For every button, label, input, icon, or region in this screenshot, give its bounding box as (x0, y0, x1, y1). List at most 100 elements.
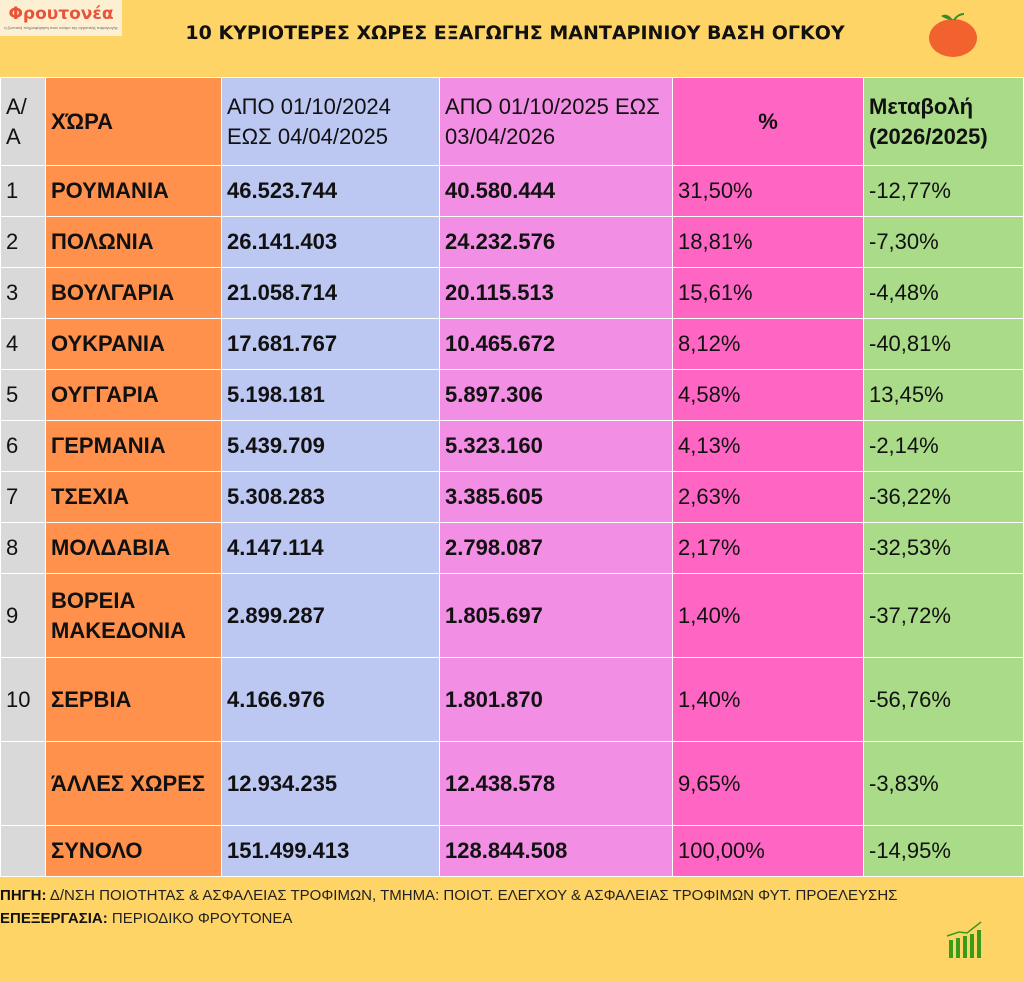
row-volume-2026: 12.438.578 (439, 741, 673, 826)
row-volume-2025: 12.934.235 (221, 741, 440, 826)
row-change: -14,95% (863, 825, 1024, 877)
row-country: ΆΛΛΕΣ ΧΩΡΕΣ (45, 741, 222, 826)
table-row: 4 ΟΥΚΡΑΝΙΑ 17.681.767 10.465.672 8,12% -40,81… (0, 318, 1024, 370)
row-country: ΣΥΝΟΛΟ (45, 825, 222, 877)
row-share-percent: 18,81% (672, 216, 864, 268)
row-index: 2 (0, 216, 46, 268)
table-row: 8 ΜΟΛΔΑΒΙΑ 4.147.114 2.798.087 2,17% -32,53% (0, 522, 1024, 574)
table-header-row: Α/Α ΧΏΡΑ ΑΠΟ 01/10/2024 ΕΩΣ 04/04/2025 Α… (0, 77, 1024, 166)
row-volume-2025: 151.499.413 (221, 825, 440, 877)
row-country: ΤΣΕΧΙΑ (45, 471, 222, 523)
row-share-percent: 9,65% (672, 741, 864, 826)
header-period-2025: ΑΠΟ 01/10/2024 ΕΩΣ 04/04/2025 (221, 77, 440, 166)
row-volume-2025: 5.308.283 (221, 471, 440, 523)
header-period-2026: ΑΠΟ 01/10/2025 ΕΩΣ 03/04/2026 (439, 77, 673, 166)
row-volume-2025: 46.523.744 (221, 165, 440, 217)
row-share-percent: 100,00% (672, 825, 864, 877)
row-change: -12,77% (863, 165, 1024, 217)
row-index: 3 (0, 267, 46, 319)
row-country: ΒΟΡΕΙΑ ΜΑΚΕΔΟΝΙΑ (45, 573, 222, 658)
row-country: ΓΕΡΜΑΝΙΑ (45, 420, 222, 472)
row-volume-2026: 1.801.870 (439, 657, 673, 742)
row-change: -40,81% (863, 318, 1024, 370)
row-volume-2025: 17.681.767 (221, 318, 440, 370)
page-title: 10 ΚΥΡΙΟΤΕΡΕΣ ΧΩΡΕΣ ΕΞΑΓΩΓΗΣ ΜΑΝΤΑΡΙΝΙΟΥ… (185, 22, 845, 44)
row-change: -2,14% (863, 420, 1024, 472)
row-change: 13,45% (863, 369, 1024, 421)
row-index: 9 (0, 573, 46, 658)
row-share-percent: 2,17% (672, 522, 864, 574)
processing-note: ΕΠΕΞΕΡΓΑΣΙΑ: ΠΕΡΙΟΔΙΚΟ ΦΡΟΥΤΟΝΕΑ (0, 907, 930, 930)
row-share-percent: 4,13% (672, 420, 864, 472)
row-share-percent: 2,63% (672, 471, 864, 523)
row-index: 1 (0, 165, 46, 217)
row-volume-2026: 1.805.697 (439, 573, 673, 658)
row-share-percent: 8,12% (672, 318, 864, 370)
row-share-percent: 15,61% (672, 267, 864, 319)
row-volume-2025: 4.166.976 (221, 657, 440, 742)
row-share-percent: 31,50% (672, 165, 864, 217)
row-change: -4,48% (863, 267, 1024, 319)
row-volume-2026: 40.580.444 (439, 165, 673, 217)
row-volume-2026: 24.232.576 (439, 216, 673, 268)
table-row: 10 ΣΕΡΒΙΑ 4.166.976 1.801.870 1,40% -56,76% (0, 657, 1024, 742)
row-index: 7 (0, 471, 46, 523)
table-row: 7 ΤΣΕΧΙΑ 5.308.283 3.385.605 2,63% -36,22% (0, 471, 1024, 523)
total-row: ΣΥΝΟΛΟ 151.499.413 128.844.508 100,00% -14,9… (0, 825, 1024, 877)
logo-brand: Φρουτονέα (8, 4, 114, 24)
processing-label: ΕΠΕΞΕΡΓΑΣΙΑ: (0, 910, 108, 927)
source-text: Δ/ΝΣΗ ΠΟΙΟΤΗΤΑΣ & ΑΣΦΑΛΕΙΑΣ ΤΡΟΦΙΜΩΝ, ΤΜ… (46, 887, 898, 904)
row-country: ΣΕΡΒΙΑ (45, 657, 222, 742)
row-share-percent: 1,40% (672, 657, 864, 742)
row-index (0, 741, 46, 826)
source-label: ΠΗΓΗ: (0, 887, 47, 904)
row-country: ΟΥΓΓΑΡΙΑ (45, 369, 222, 421)
row-volume-2026: 5.897.306 (439, 369, 673, 421)
table-row: 3 ΒΟΥΛΓΑΡΙΑ 21.058.714 20.115.513 15,61% -4,4… (0, 267, 1024, 319)
row-share-percent: 1,40% (672, 573, 864, 658)
row-volume-2026: 2.798.087 (439, 522, 673, 574)
header-change: Μεταβολή (2026/2025) (863, 77, 1024, 166)
row-change: -32,53% (863, 522, 1024, 574)
row-index: 5 (0, 369, 46, 421)
row-change: -7,30% (863, 216, 1024, 268)
row-volume-2026: 20.115.513 (439, 267, 673, 319)
row-change: -3,83% (863, 741, 1024, 826)
tangerine-icon (929, 13, 977, 57)
row-change: -36,22% (863, 471, 1024, 523)
row-volume-2025: 5.439.709 (221, 420, 440, 472)
header-index: Α/Α (0, 77, 46, 166)
header-country: ΧΏΡΑ (45, 77, 222, 166)
row-volume-2025: 5.198.181 (221, 369, 440, 421)
table-row: 1 ΡΟΥΜΑΝΙΑ 46.523.744 40.580.444 31,50% -12,7… (0, 165, 1024, 217)
row-country: ΒΟΥΛΓΑΡΙΑ (45, 267, 222, 319)
row-index: 4 (0, 318, 46, 370)
row-change: -37,72% (863, 573, 1024, 658)
row-volume-2025: 21.058.714 (221, 267, 440, 319)
row-index: 10 (0, 657, 46, 742)
row-index: 8 (0, 522, 46, 574)
row-share-percent: 4,58% (672, 369, 864, 421)
row-change: -56,76% (863, 657, 1024, 742)
processing-text: ΠΕΡΙΟΔΙΚΟ ΦΡΟΥΤΟΝΕΑ (107, 910, 293, 927)
logo: Φρουτονέα η ζωντανή πληροφόρηση στον κόσ… (0, 0, 122, 36)
table-row: 6 ΓΕΡΜΑΝΙΑ 5.439.709 5.323.160 4,13% -2,14% (0, 420, 1024, 472)
row-volume-2026: 128.844.508 (439, 825, 673, 877)
row-index: 6 (0, 420, 46, 472)
row-country: ΜΟΛΔΑΒΙΑ (45, 522, 222, 574)
row-volume-2025: 2.899.287 (221, 573, 440, 658)
row-volume-2026: 3.385.605 (439, 471, 673, 523)
logo-tagline: η ζωντανή πληροφόρηση στον κόσμο της αγρ… (4, 25, 118, 30)
header-percent: % (672, 77, 864, 166)
table-row: 5 ΟΥΓΓΑΡΙΑ 5.198.181 5.897.306 4,58% 13,45% (0, 369, 1024, 421)
row-volume-2026: 10.465.672 (439, 318, 673, 370)
source-note: ΠΗΓΗ: Δ/ΝΣΗ ΠΟΙΟΤΗΤΑΣ & ΑΣΦΑΛΕΙΑΣ ΤΡΟΦΙΜ… (0, 884, 930, 907)
growth-chart-icon (946, 921, 982, 958)
row-country: ΟΥΚΡΑΝΙΑ (45, 318, 222, 370)
table-row: 2 ΠΟΛΩΝΙΑ 26.141.403 24.232.576 18,81% -7,30% (0, 216, 1024, 268)
row-volume-2025: 4.147.114 (221, 522, 440, 574)
table-row: ΆΛΛΕΣ ΧΩΡΕΣ 12.934.235 12.438.578 9,65% -3,8… (0, 741, 1024, 826)
footer-notes: ΠΗΓΗ: Δ/ΝΣΗ ΠΟΙΟΤΗΤΑΣ & ΑΣΦΑΛΕΙΑΣ ΤΡΟΦΙΜ… (0, 884, 930, 930)
row-volume-2025: 26.141.403 (221, 216, 440, 268)
row-country: ΠΟΛΩΝΙΑ (45, 216, 222, 268)
